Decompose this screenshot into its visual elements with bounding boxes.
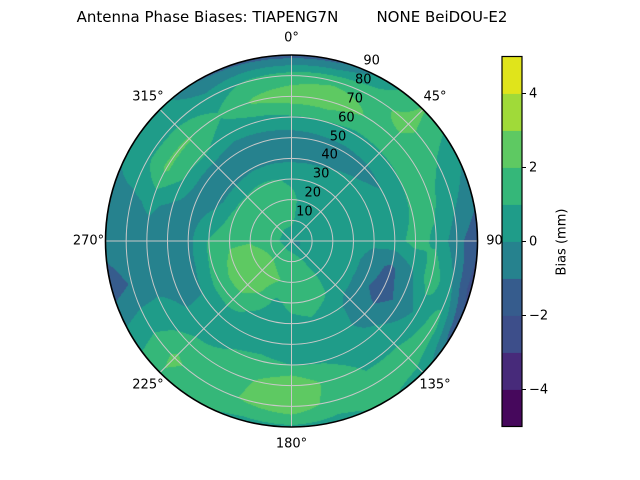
colorbar-segment <box>502 389 522 427</box>
colorbar-tick-label-4: 4 <box>529 86 538 101</box>
angular-tick-label-90deg: 90 <box>486 233 503 249</box>
polar-axes-boundary <box>104 54 479 428</box>
angular-tick-label-225deg: 225° <box>132 377 164 393</box>
radial-tick-label-50: 50 <box>329 129 347 145</box>
colorbar-segment <box>502 241 522 279</box>
radial-tick-label-80: 80 <box>354 72 372 88</box>
colorbar-segment <box>502 352 522 390</box>
angular-tick-label-135deg: 135° <box>419 377 451 393</box>
colorbar-axis-label: Bias (mm) <box>554 208 570 275</box>
figure-title: Antenna Phase Biases: TIAPENG7N NONE Bei… <box>76 8 508 26</box>
radial-tick-label-90: 90 <box>363 53 380 69</box>
radial-tick-label-10: 10 <box>296 204 313 220</box>
colorbar-segment <box>502 204 522 242</box>
radial-tick-label-30: 30 <box>312 166 330 182</box>
colorbar-segment <box>502 315 522 353</box>
colorbar-segment <box>502 278 522 316</box>
angular-tick-label-0deg: 0° <box>284 30 299 46</box>
radial-tick-label-70: 70 <box>346 91 364 107</box>
colorbar-tick-label--2: −2 <box>529 308 549 323</box>
colorbar-segment <box>502 93 522 131</box>
radial-tick-label-20: 20 <box>304 185 322 201</box>
radial-tick-label-60: 60 <box>338 110 355 126</box>
angular-tick-label-270deg: 270° <box>72 233 105 249</box>
colorbar-segment <box>502 56 522 94</box>
colorbar-tick-label--4: −4 <box>529 382 549 397</box>
angular-tick-label-180deg: 180° <box>275 436 308 452</box>
angular-tick-label-315deg: 315° <box>132 89 164 105</box>
angular-gridline-spoke <box>159 109 424 373</box>
colorbar-segment <box>502 167 522 205</box>
angular-tick-label-45deg: 45° <box>423 89 447 105</box>
colorbar-segment <box>502 130 522 168</box>
colorbar-tick-label-0: 0 <box>529 234 538 249</box>
radial-tick-label-40: 40 <box>321 147 338 163</box>
colorbar-tick-label-2: 2 <box>529 160 538 175</box>
